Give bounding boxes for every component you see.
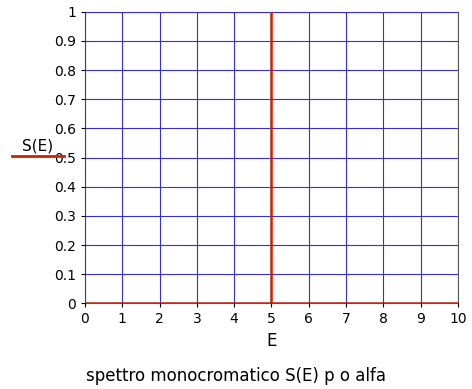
X-axis label: E: E [266, 332, 277, 350]
Text: S(E): S(E) [22, 138, 53, 154]
Text: spettro monocromatico S(E) p o alfa: spettro monocromatico S(E) p o alfa [86, 367, 386, 385]
